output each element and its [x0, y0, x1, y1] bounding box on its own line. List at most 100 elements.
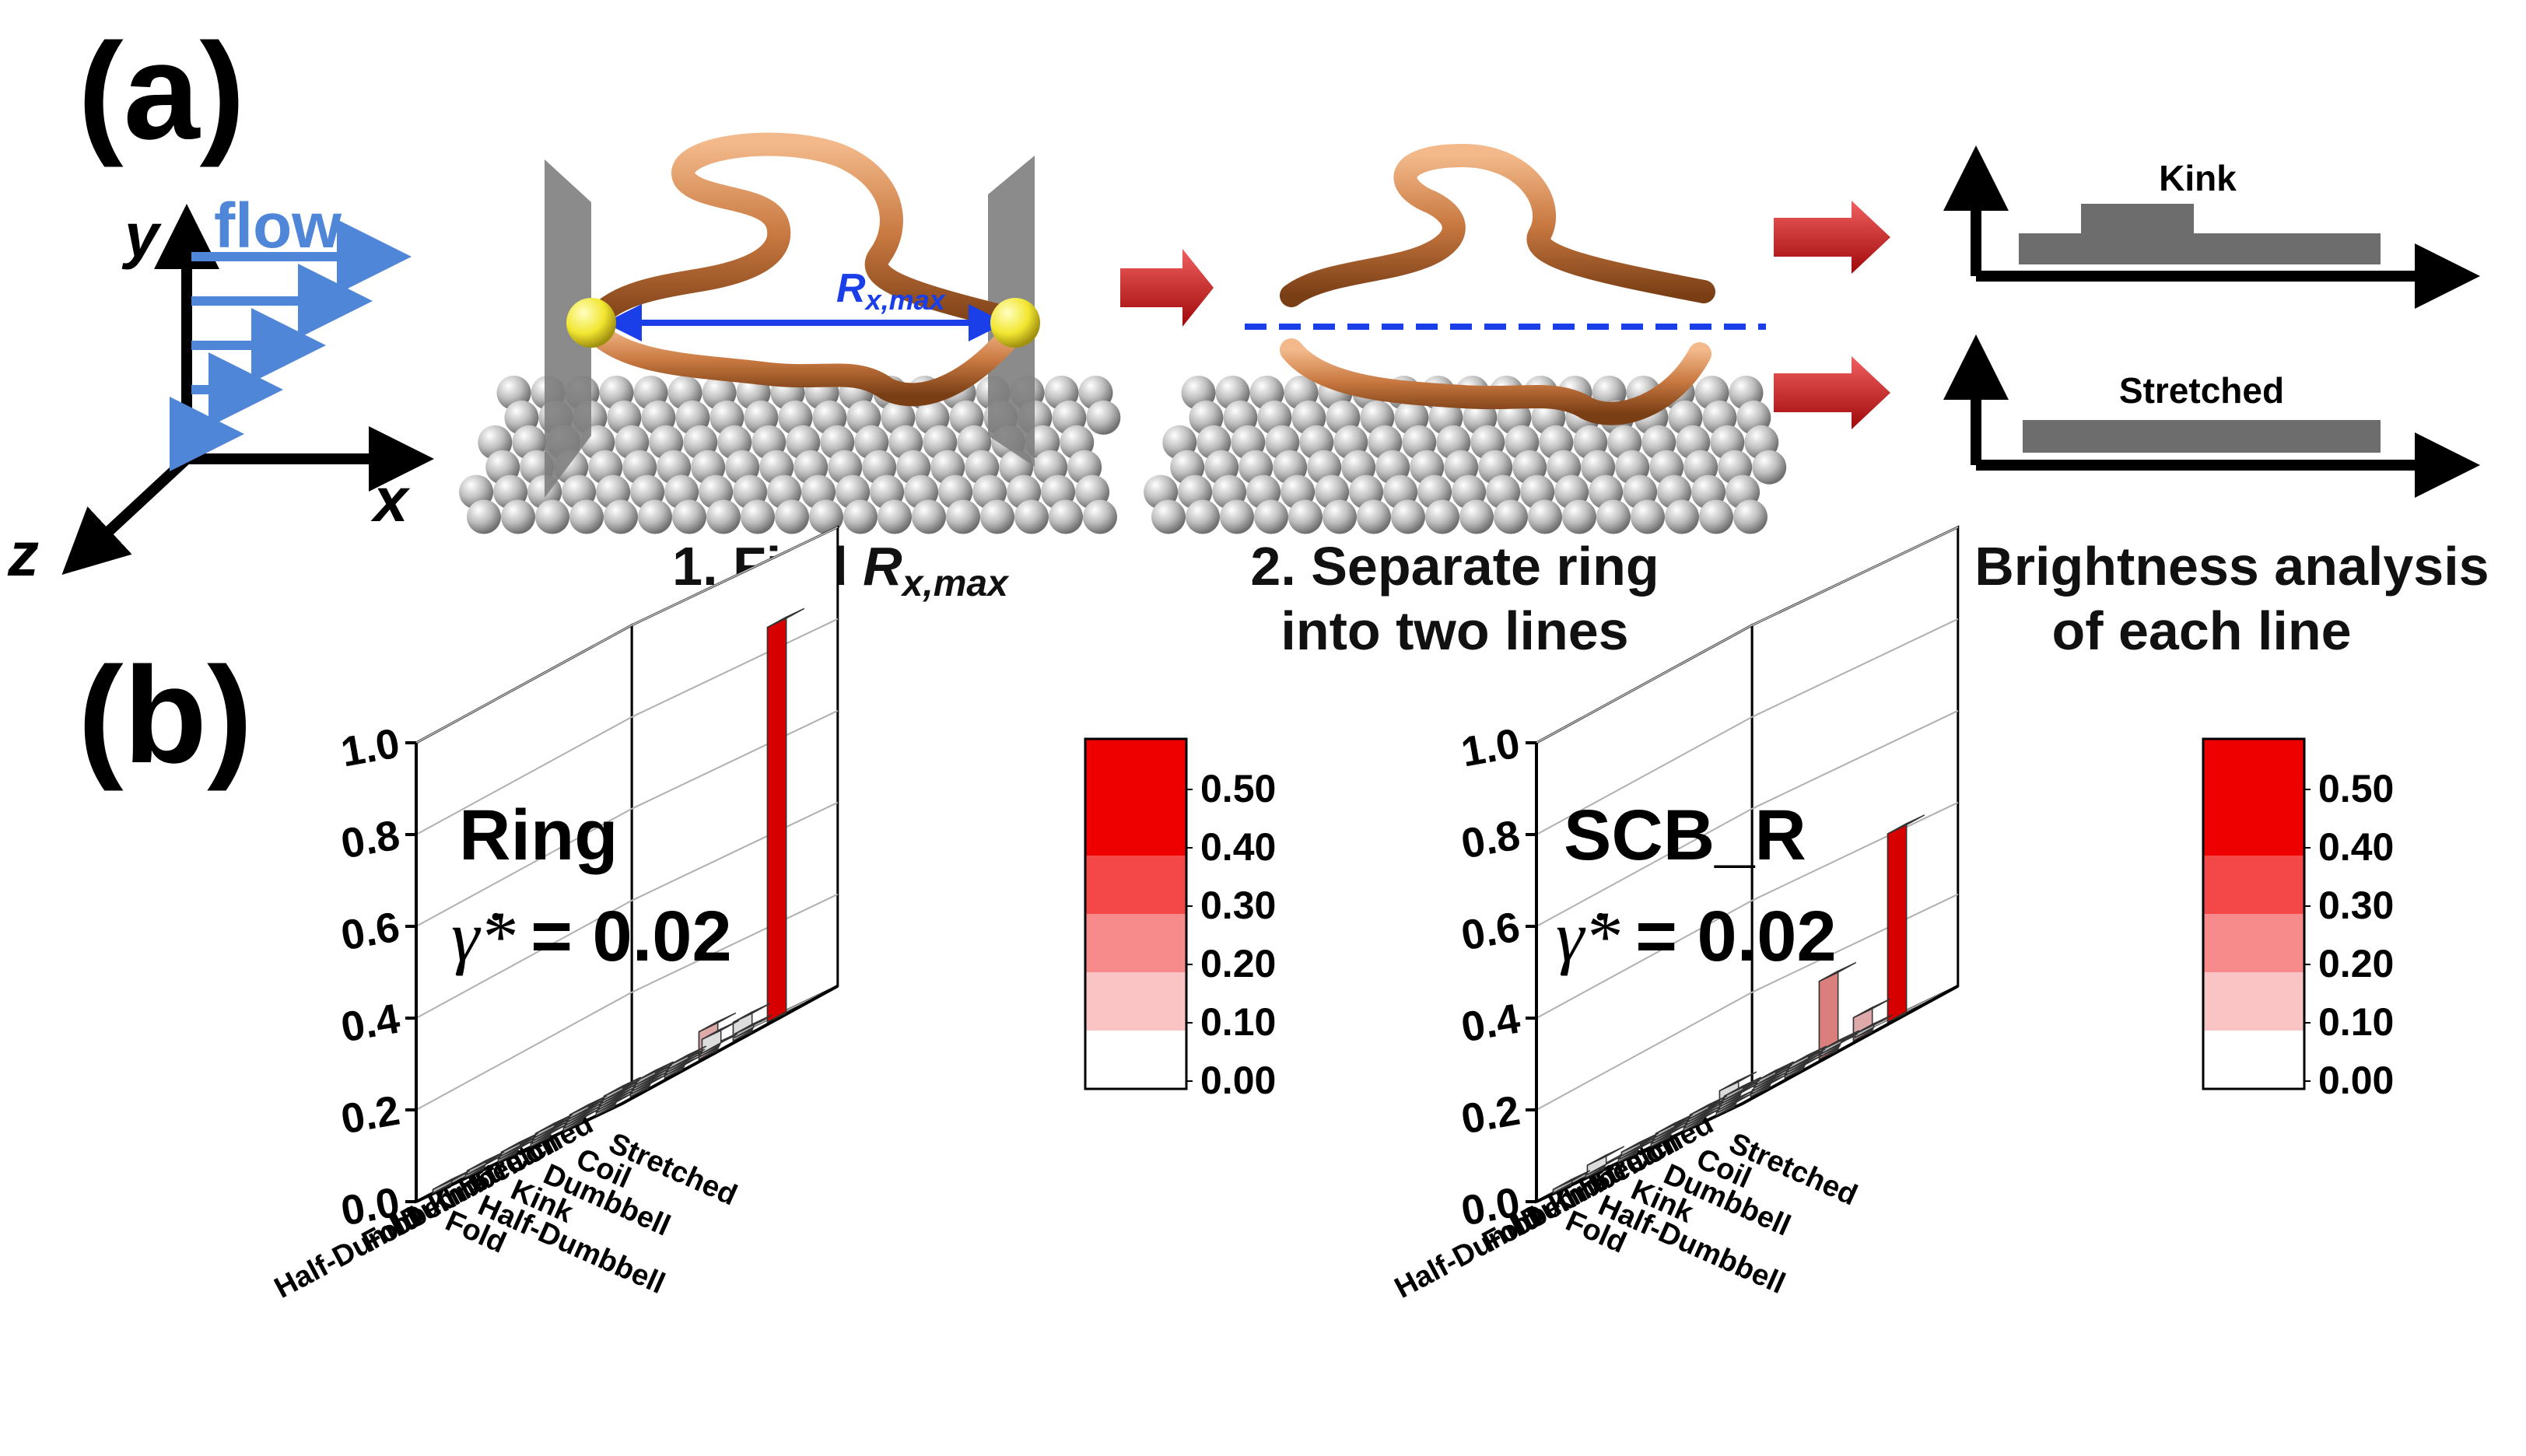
surface-bead	[809, 499, 843, 534]
surface-bead	[672, 499, 706, 534]
step2-caption-line1: 2. Separate ring	[1250, 536, 1659, 597]
surface-bead	[1151, 499, 1186, 534]
panel-a-label: (a)	[78, 16, 245, 168]
bar-top	[699, 1012, 737, 1033]
z-tick-label: 0.8	[338, 811, 403, 867]
colorbar-label: 0.50	[1200, 767, 1276, 810]
colorbar-label: 0.50	[2318, 767, 2394, 810]
colorbar-band	[2203, 972, 2304, 1031]
surface-bead	[1083, 499, 1117, 534]
chart-title: SCB_R	[1564, 796, 1806, 875]
bar	[734, 1014, 773, 1039]
bar-top	[734, 1014, 773, 1034]
surface-bead	[843, 499, 878, 534]
bar-top	[669, 1045, 707, 1066]
bar-top	[636, 1061, 674, 1081]
bar	[1821, 1030, 1860, 1055]
bar-top	[1789, 1045, 1827, 1066]
bar	[1552, 1170, 1591, 1195]
panel-b-label: (b)	[78, 639, 253, 792]
surface-bead	[1494, 499, 1528, 534]
bar	[1756, 1061, 1795, 1086]
surface-bead	[741, 499, 775, 534]
upper-line	[1280, 143, 1715, 307]
y-axis-label: y	[121, 201, 162, 270]
rx-label: Rx,max	[836, 266, 947, 316]
z-tick-label: 0.2	[1458, 1087, 1523, 1143]
bar-top	[1853, 998, 1891, 1019]
coordinate-axes: y x z flow	[7, 191, 434, 589]
flow-label: flow	[214, 191, 342, 261]
floor-edge	[1536, 985, 1959, 1203]
bar	[668, 1045, 707, 1070]
bar-top	[1757, 1061, 1795, 1081]
bar-top	[733, 1003, 771, 1024]
z-axis-arrow	[61, 454, 191, 576]
z-tick-label: 0.0	[1458, 1178, 1523, 1234]
z-tick-label: 0.4	[1458, 995, 1523, 1051]
bar	[1689, 1095, 1728, 1120]
stretched-profile-label: Stretched	[2119, 370, 2284, 411]
z-tick-label: 0.8	[1458, 811, 1523, 867]
gridline	[415, 526, 839, 744]
colorbar-band	[2203, 856, 2304, 914]
x-axis-label: x	[370, 465, 411, 534]
bar	[1586, 1146, 1625, 1176]
colorbar: 0.50 0.40 0.30 0.20 0.10 0.00	[1084, 737, 1276, 1102]
lower-line	[1280, 338, 1711, 425]
bar-top	[604, 1076, 642, 1097]
shear-rate-value: = 0.02	[531, 897, 731, 976]
bar	[766, 607, 805, 1024]
floor-edge	[415, 985, 839, 1203]
surface-bead	[569, 499, 604, 534]
surface-bead	[1665, 499, 1699, 534]
surface-bead	[467, 499, 501, 534]
bar-top	[1553, 1170, 1591, 1190]
surface-bead	[1752, 450, 1787, 485]
bar	[603, 1076, 642, 1101]
surface-bead	[1391, 499, 1425, 534]
bar	[1723, 1076, 1762, 1101]
bar-top	[467, 1151, 505, 1171]
colorbar-label: 0.20	[1200, 942, 1276, 985]
z-tick-label: 0.6	[338, 903, 403, 959]
surface-bead	[1220, 499, 1254, 534]
surface-bead	[980, 499, 1014, 534]
surface-bead	[1049, 499, 1083, 534]
z-tick-label: 1.0	[338, 719, 403, 775]
stretched-profile-bar	[2023, 420, 2381, 453]
profile-kink: Kink	[1943, 145, 2480, 309]
bar-top	[1822, 1030, 1860, 1050]
colorbar: 0.50 0.40 0.30 0.20 0.10 0.00	[2202, 737, 2394, 1102]
red-arrow-kink	[1774, 201, 1890, 274]
z-tick-label: 0.6	[1458, 903, 1523, 959]
surface-bead	[878, 499, 912, 534]
surface-bead	[604, 499, 638, 534]
bar-top	[1690, 1095, 1728, 1115]
bar-top	[1819, 961, 1857, 982]
surface-bead	[535, 499, 569, 534]
endpoint-left	[566, 298, 616, 348]
surface-bead	[1186, 499, 1220, 534]
surface-bead	[1086, 400, 1121, 435]
colorbar-label: 0.10	[1200, 1000, 1276, 1044]
bar	[1620, 1132, 1659, 1157]
surface-bead	[706, 499, 741, 534]
colorbar-label: 0.40	[2318, 825, 2394, 869]
step3-caption-line2: of each line	[2051, 600, 2351, 661]
step1-scene: Rx,max	[459, 132, 1121, 534]
colorbar-band	[1085, 797, 1186, 856]
surface-bead	[1357, 499, 1391, 534]
gridline	[1536, 526, 1959, 744]
bar	[701, 1020, 740, 1055]
bar-top	[702, 1020, 740, 1040]
bar-front-right	[1887, 822, 1908, 1024]
red-arrow-stretched	[1774, 356, 1890, 429]
colorbar-frame	[1084, 737, 1188, 1090]
bar-top	[1719, 1071, 1757, 1092]
bar-top	[535, 1114, 573, 1134]
bar-top	[1621, 1132, 1659, 1153]
surface-bead	[1323, 499, 1357, 534]
colorbar-frame	[2202, 737, 2306, 1090]
